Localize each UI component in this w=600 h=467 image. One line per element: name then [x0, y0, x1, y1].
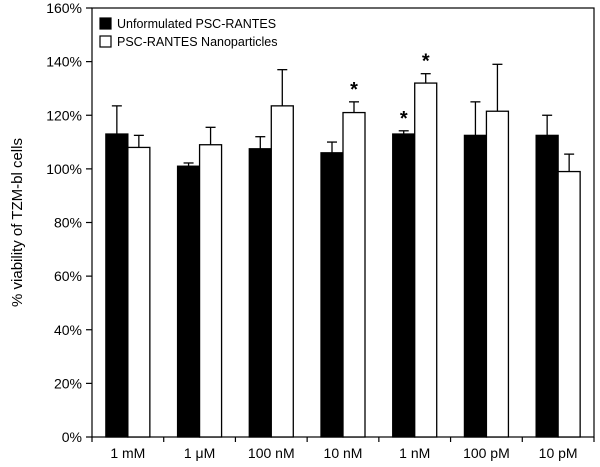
bar-unformulated	[392, 133, 416, 438]
y-tick-label: 40%	[54, 322, 82, 338]
y-axis-title: % viability of TZM-bl cells	[9, 138, 26, 307]
legend-label: Unformulated PSC-RANTES	[117, 17, 276, 31]
bar-nanoparticles	[270, 105, 294, 438]
significance-star: *	[422, 51, 430, 73]
x-tick-label: 100 nM	[248, 445, 295, 461]
significance-markers: * * *	[350, 51, 430, 130]
x-tick-label: 10 nM	[324, 445, 363, 461]
y-tick-label: 0%	[62, 429, 82, 445]
y-tick-label: 100%	[46, 161, 82, 177]
bar-unformulated	[535, 134, 559, 438]
significance-star: *	[350, 79, 358, 101]
y-tick-label: 20%	[54, 375, 82, 391]
bar-unformulated	[176, 165, 201, 438]
bar-nanoparticles	[342, 111, 366, 438]
bar-unformulated	[105, 133, 129, 438]
bar-nanoparticles	[557, 170, 581, 438]
bar-nanoparticles	[485, 110, 510, 438]
bar-unformulated	[463, 134, 488, 438]
legend-label: PSC-RANTES Nanoparticles	[117, 35, 277, 49]
x-tick-label: 1 μM	[184, 445, 215, 461]
y-tick-label: 120%	[46, 107, 82, 123]
bar-nanoparticles	[198, 144, 223, 438]
x-tick-label: 1 mM	[110, 445, 145, 461]
x-tick-label: 10 pM	[539, 445, 578, 461]
x-tick-label: 1 nM	[399, 445, 430, 461]
bars	[105, 82, 581, 438]
bar-unformulated	[320, 152, 344, 438]
axes: 0% 20% 40% 60% 80% 100% 120% 140% 160% 1 mM 1 μM 10…	[46, 0, 595, 461]
y-tick-label: 140%	[46, 54, 82, 70]
y-tick-label: 60%	[54, 268, 82, 284]
bar-unformulated	[248, 148, 272, 438]
bar-nanoparticles	[127, 146, 151, 438]
y-tick-label: 80%	[54, 215, 82, 231]
bar-nanoparticles	[414, 82, 438, 438]
legend-swatch-nanoparticles	[99, 35, 112, 48]
error-bars	[111, 63, 575, 172]
legend: Unformulated PSC-RANTES PSC-RANTES Nanopa…	[99, 17, 277, 49]
legend-swatch-unformulated	[99, 17, 112, 30]
x-tick-label: 100 pM	[463, 445, 510, 461]
y-tick-label: 160%	[46, 0, 82, 16]
significance-star: *	[400, 108, 408, 130]
